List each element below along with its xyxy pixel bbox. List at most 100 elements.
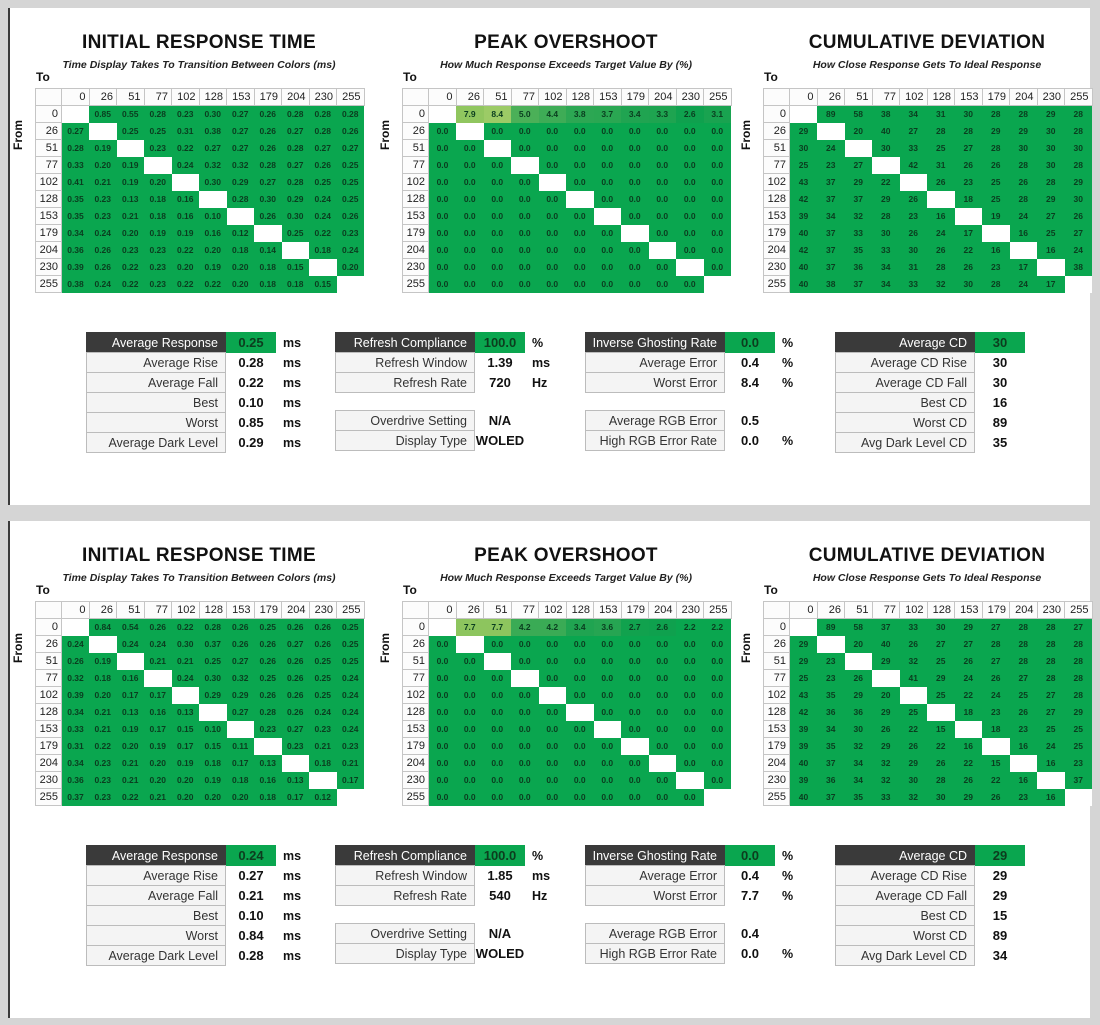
matrix-cell: 26 bbox=[1064, 207, 1092, 225]
matrix-cell: 0.0 bbox=[483, 686, 511, 704]
stat-value: 35 bbox=[992, 435, 1008, 450]
matrix-col-header: 26 bbox=[455, 601, 484, 619]
matrix-row-header: 51 bbox=[763, 139, 790, 158]
matrix-cell: 0.17 bbox=[281, 788, 309, 806]
matrix-diagonal-cell bbox=[281, 754, 309, 772]
matrix-cell: 0.27 bbox=[281, 156, 309, 174]
matrix-cell: 0.0 bbox=[566, 652, 594, 670]
axis-label-to: To bbox=[36, 70, 50, 84]
axis-label-to: To bbox=[36, 583, 50, 597]
matrix-cell: 0.24 bbox=[309, 207, 337, 225]
matrix-cell: 0.32 bbox=[61, 669, 89, 687]
matrix-row-header: 26 bbox=[763, 122, 790, 141]
matrix-diagonal-cell bbox=[116, 652, 144, 670]
matrix-cell: 0.0 bbox=[593, 652, 621, 670]
matrix-col-header: 179 bbox=[253, 601, 282, 619]
matrix-col-header: 26 bbox=[88, 88, 117, 106]
matrix-cell: 0.32 bbox=[226, 669, 254, 687]
stat-value: 15 bbox=[992, 908, 1008, 923]
matrix-diagonal-cell bbox=[336, 275, 364, 293]
matrix-cell: 0.0 bbox=[538, 156, 566, 174]
matrix-diagonal-cell bbox=[89, 635, 117, 653]
section-title: PEAK OVERSHOOT bbox=[474, 545, 658, 566]
section-header-deviation: CUMULATIVE DEVIATION How Close Response … bbox=[732, 545, 1100, 584]
matrix-cell: 25 bbox=[927, 652, 955, 670]
matrix-cell: 0.34 bbox=[61, 754, 89, 772]
matrix-cell: 0.28 bbox=[61, 139, 89, 157]
matrix-cell: 37 bbox=[1064, 771, 1092, 789]
stat-label: Best CD bbox=[835, 392, 975, 413]
matrix-cell: 0.0 bbox=[648, 156, 676, 174]
matrix-cell: 0.24 bbox=[171, 156, 199, 174]
matrix-cell: 0.26 bbox=[309, 635, 337, 653]
stat-label: Avg Dark Level CD bbox=[835, 945, 975, 966]
stat-row: Overdrive Setting N/A bbox=[335, 410, 550, 431]
matrix-cell: 0.17 bbox=[116, 686, 144, 704]
stat-label: Average Fall bbox=[86, 372, 226, 393]
matrix-cell: 0.18 bbox=[89, 669, 117, 687]
matrix-cell: 0.0 bbox=[511, 635, 539, 653]
section-header-overshoot: PEAK OVERSHOOT How Much Response Exceeds… bbox=[371, 32, 761, 71]
stat-row: Avg Dark Level CD 34 bbox=[835, 945, 1025, 966]
axis-label-to: To bbox=[403, 70, 417, 84]
matrix-cell: 30 bbox=[899, 241, 927, 259]
matrix-cell: 0.0 bbox=[538, 703, 566, 721]
matrix-cell: 28 bbox=[982, 139, 1010, 157]
matrix-row-header: 26 bbox=[402, 635, 429, 654]
matrix-cell: 25 bbox=[1037, 720, 1065, 738]
matrix-cell: 0.0 bbox=[648, 224, 676, 242]
matrix-cell: 40 bbox=[789, 788, 817, 806]
matrix-cell: 0.25 bbox=[281, 224, 309, 242]
matrix-cell: 0.26 bbox=[309, 618, 337, 636]
matrix-cell: 27 bbox=[1037, 703, 1065, 721]
stat-section: Inverse Ghosting Rate 0.0% Average Error 0.… bbox=[585, 845, 793, 906]
stat-label: Refresh Compliance bbox=[335, 845, 475, 866]
matrix-col-header: 179 bbox=[620, 88, 649, 106]
matrix-cell: 0.19 bbox=[199, 771, 227, 789]
matrix-cell: 0.26 bbox=[254, 207, 282, 225]
matrix-row-header: 204 bbox=[402, 241, 429, 260]
matrix-cell: 0.17 bbox=[144, 720, 172, 738]
matrix-cell: 0.0 bbox=[703, 737, 731, 755]
matrix-cell: 0.0 bbox=[593, 771, 621, 789]
matrix-cell: 0.27 bbox=[226, 139, 254, 157]
matrix-cell: 25 bbox=[982, 190, 1010, 208]
matrix-cell: 0.23 bbox=[89, 754, 117, 772]
matrix-cell: 0.0 bbox=[428, 224, 456, 242]
matrix-cell: 19 bbox=[982, 207, 1010, 225]
matrix-cell: 0.20 bbox=[144, 173, 172, 191]
matrix-cell: 26 bbox=[899, 224, 927, 242]
stat-value: 29 bbox=[992, 888, 1008, 903]
section-header-overshoot: PEAK OVERSHOOT How Much Response Exceeds… bbox=[371, 545, 761, 584]
matrix-cell: 16 bbox=[982, 241, 1010, 259]
matrix-row-header: 128 bbox=[763, 703, 790, 722]
matrix-row-header: 102 bbox=[402, 173, 429, 192]
cd-stats-table: Average CD 30 Average CD Rise 30 Average CD … bbox=[835, 332, 1025, 453]
matrix-cell: 28 bbox=[1064, 122, 1092, 140]
matrix-row-header: 179 bbox=[763, 224, 790, 243]
matrix-cell: 0.16 bbox=[199, 224, 227, 242]
matrix-cell: 28 bbox=[1064, 652, 1092, 670]
matrix-cell: 0.0 bbox=[621, 122, 649, 140]
matrix-row-header: 230 bbox=[763, 771, 790, 790]
matrix-cell: 0.29 bbox=[281, 190, 309, 208]
matrix-cell: 28 bbox=[1037, 173, 1065, 191]
matrix-cell: 2.6 bbox=[648, 618, 676, 636]
matrix-cell: 18 bbox=[982, 720, 1010, 738]
matrix-cell: 17 bbox=[1009, 258, 1037, 276]
matrix-diagonal-cell bbox=[789, 618, 817, 636]
matrix-cell: 0.39 bbox=[61, 686, 89, 704]
matrix-cell: 34 bbox=[872, 258, 900, 276]
matrix-cell: 0.0 bbox=[456, 173, 484, 191]
matrix-cell: 39 bbox=[789, 737, 817, 755]
section-title: PEAK OVERSHOOT bbox=[474, 32, 658, 53]
matrix-cell: 0.23 bbox=[336, 224, 364, 242]
stat-label: Average Error bbox=[585, 352, 725, 373]
matrix-col-header: 204 bbox=[1009, 88, 1038, 106]
matrix-diagonal-cell bbox=[899, 686, 927, 704]
matrix-cell: 0.25 bbox=[336, 635, 364, 653]
stat-row: Average CD Rise 30 bbox=[835, 352, 1025, 373]
matrix-cell: 0.17 bbox=[226, 754, 254, 772]
stat-row: Average CD Rise 29 bbox=[835, 865, 1025, 886]
matrix-cell: 0.25 bbox=[309, 669, 337, 687]
